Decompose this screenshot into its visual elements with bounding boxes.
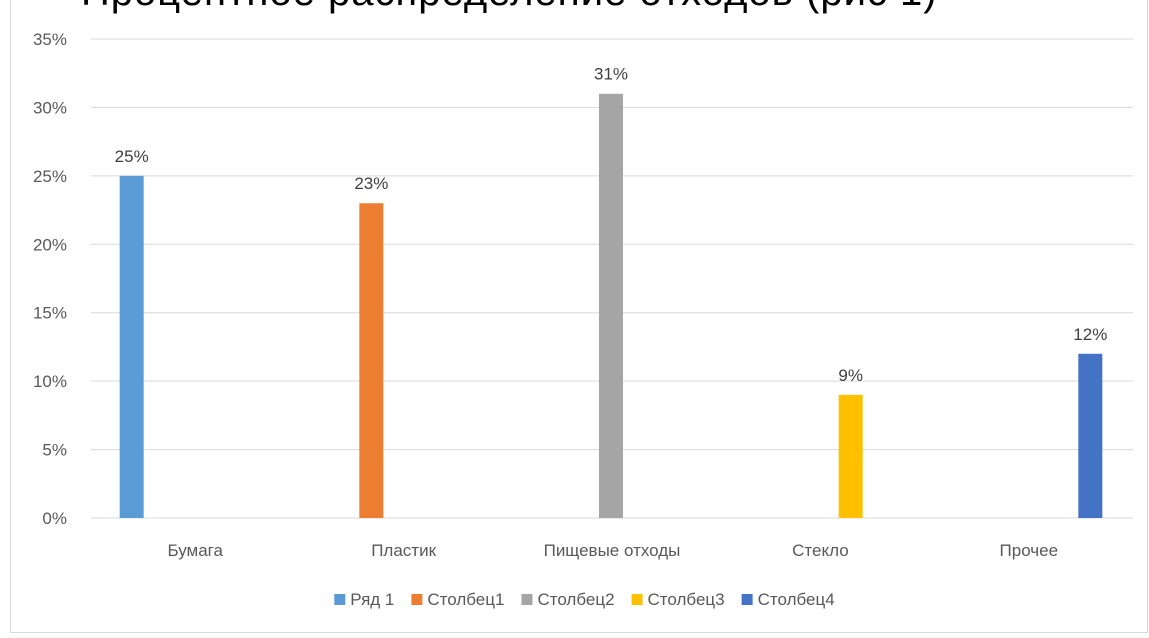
legend-label: Ряд 1 <box>350 590 394 609</box>
legend-label: Столбец2 <box>537 590 614 609</box>
x-category-label: Прочее <box>1000 541 1059 560</box>
bars <box>119 93 1103 518</box>
data-label: 9% <box>838 366 863 385</box>
y-tick-label: 0% <box>42 509 67 528</box>
y-tick-label: 25% <box>33 167 67 186</box>
y-tick-label: 15% <box>33 304 67 323</box>
legend-label: Столбец3 <box>648 590 725 609</box>
legend-swatch <box>411 594 423 605</box>
bar <box>1078 353 1103 518</box>
legend-label: Столбец4 <box>758 590 835 609</box>
legend-swatch <box>521 594 533 605</box>
legend: Ряд 1 Столбец1 Столбец2 Столбец3 Столбец4 <box>334 590 835 609</box>
chart-title: Процентное распределение отходов (рис 1) <box>81 0 938 15</box>
bar-chart: 0% 5% 10% 15% 20% 25% 30% 35% 25% 23% 31% 9% 12% Бу… <box>33 30 1133 609</box>
bar <box>838 394 863 518</box>
x-category-label: Бумага <box>167 541 223 560</box>
x-axis-categories: Бумага Пластик Пищевые отходы Стекло Прочее <box>167 541 1058 560</box>
y-tick-label: 20% <box>33 235 67 254</box>
chart-frame: Процентное распределение отходов (рис 1)… <box>10 0 1148 633</box>
data-label: 31% <box>594 65 628 84</box>
y-tick-label: 10% <box>33 372 67 391</box>
data-label: 12% <box>1073 325 1107 344</box>
legend-swatch <box>334 594 346 605</box>
y-tick-label: 35% <box>33 30 67 49</box>
y-tick-label: 30% <box>33 98 67 117</box>
legend-swatch <box>741 594 753 605</box>
bar <box>359 203 384 518</box>
legend-swatch <box>631 594 643 605</box>
y-tick-label: 5% <box>42 441 67 460</box>
legend-label: Столбец1 <box>427 590 504 609</box>
bar <box>599 93 623 518</box>
x-category-label: Пластик <box>371 541 436 560</box>
bar <box>119 175 144 518</box>
x-category-label: Пищевые отходы <box>544 541 681 560</box>
x-category-label: Стекло <box>792 541 849 560</box>
data-label: 23% <box>354 174 388 193</box>
data-labels: 25% 23% 31% 9% 12% <box>115 65 1108 385</box>
data-label: 25% <box>115 147 149 166</box>
y-axis-ticks: 0% 5% 10% 15% 20% 25% 30% 35% <box>33 30 67 528</box>
